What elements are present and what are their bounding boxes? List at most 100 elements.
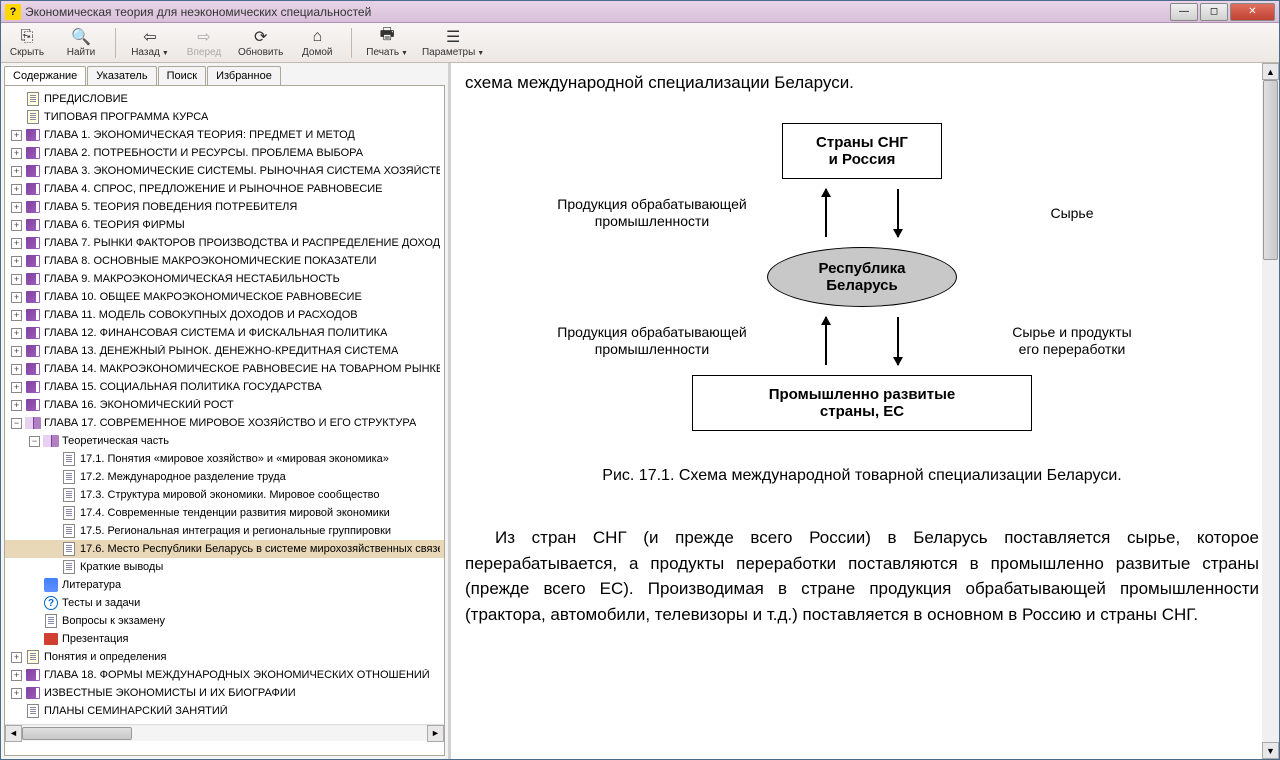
expand-icon[interactable]: +: [11, 364, 22, 375]
tree-item[interactable]: 17.5. Региональная интеграция и регионал…: [5, 522, 444, 540]
tree-item[interactable]: Литература: [5, 576, 444, 594]
tree-item-label: ГЛАВА 12. ФИНАНСОВАЯ СИСТЕМА И ФИСКАЛЬНА…: [44, 327, 387, 339]
contents-tree[interactable]: ПРЕДИСЛОВИЕТИПОВАЯ ПРОГРАММА КУРСА+ГЛАВА…: [5, 86, 444, 724]
tree-item[interactable]: +ГЛАВА 10. ОБЩЕЕ МАКРОЭКОНОМИЧЕСКОЕ РАВН…: [5, 288, 444, 306]
tree-item-label: 17.4. Современные тенденции развития мир…: [80, 507, 390, 519]
forward-label: Вперед: [187, 47, 221, 58]
expand-icon[interactable]: +: [11, 346, 22, 357]
expand-icon[interactable]: +: [11, 166, 22, 177]
expand-icon[interactable]: +: [11, 184, 22, 195]
page-icon: [61, 559, 77, 575]
tree-item[interactable]: +ГЛАВА 6. ТЕОРИЯ ФИРМЫ: [5, 216, 444, 234]
forward-button[interactable]: ⇨Вперед: [184, 28, 224, 58]
page-icon: [61, 451, 77, 467]
tree-item[interactable]: +ГЛАВА 8. ОСНОВНЫЕ МАКРОЭКОНОМИЧЕСКИЕ ПО…: [5, 252, 444, 270]
tree-item[interactable]: +ГЛАВА 16. ЭКОНОМИЧЕСКИЙ РОСТ: [5, 396, 444, 414]
expander-empty: [47, 544, 58, 555]
tree-item[interactable]: + ГЛАВА 13. ДЕНЕЖНЫЙ РЫНОК. ДЕНЕЖНО-КРЕДИ…: [5, 342, 444, 360]
tree-item[interactable]: 17.4. Современные тенденции развития мир…: [5, 504, 444, 522]
expand-icon[interactable]: +: [11, 274, 22, 285]
options-button[interactable]: ☰Параметры▼: [422, 28, 484, 58]
expand-icon[interactable]: +: [11, 148, 22, 159]
tree-item[interactable]: 17.1. Понятия «мировое хозяйство» и «мир…: [5, 450, 444, 468]
scroll-vthumb[interactable]: [1263, 80, 1278, 260]
arrow-up-icon: [825, 317, 827, 365]
scroll-thumb[interactable]: [22, 727, 132, 740]
tree-item[interactable]: ПРЕДИСЛОВИЕ: [5, 90, 444, 108]
tree-item[interactable]: +ГЛАВА 7. РЫНКИ ФАКТОРОВ ПРОИЗВОДСТВА И …: [5, 234, 444, 252]
tree-item[interactable]: + ГЛАВА 12. ФИНАНСОВАЯ СИСТЕМА И ФИСКАЛЬН…: [5, 324, 444, 342]
scroll-left-icon[interactable]: ◄: [5, 725, 22, 742]
book-closed-icon: [25, 181, 41, 197]
expand-icon[interactable]: +: [11, 130, 22, 141]
tree-item[interactable]: +Понятия и определения: [5, 648, 444, 666]
expand-icon[interactable]: +: [11, 310, 22, 321]
tree-item-label: ГЛАВА 13. ДЕНЕЖНЫЙ РЫНОК. ДЕНЕЖНО-КРЕДИТ…: [44, 345, 398, 357]
expand-icon[interactable]: +: [11, 652, 22, 663]
tab-search[interactable]: Поиск: [158, 66, 206, 85]
tree-item[interactable]: +ГЛАВА 1. ЭКОНОМИЧЕСКАЯ ТЕОРИЯ: ПРЕДМЕТ …: [5, 126, 444, 144]
expand-icon[interactable]: +: [11, 382, 22, 393]
scroll-down-icon[interactable]: ▼: [1262, 742, 1279, 759]
refresh-button[interactable]: ⟳Обновить: [238, 28, 283, 58]
tree-item-label: ИЗВЕСТНЫЕ ЭКОНОМИСТЫ И ИХ БИОГРАФИИ: [44, 687, 296, 699]
scroll-up-icon[interactable]: ▲: [1262, 63, 1279, 80]
tab-contents[interactable]: Содержание: [4, 66, 86, 85]
tree-item[interactable]: ПЛАНЫ СЕМИНАРСКИЙ ЗАНЯТИЙ: [5, 702, 444, 720]
home-button[interactable]: ⌂Домой: [297, 28, 337, 58]
tree-item[interactable]: Краткие выводы: [5, 558, 444, 576]
scroll-right-icon[interactable]: ►: [427, 725, 444, 742]
tree-item[interactable]: +ГЛАВА 18. ФОРМЫ МЕЖДУНАРОДНЫХ ЭКОНОМИЧЕ…: [5, 666, 444, 684]
tree-item[interactable]: +ГЛАВА 4. СПРОС, ПРЕДЛОЖЕНИЕ И РЫНОЧНОЕ …: [5, 180, 444, 198]
tree-item[interactable]: ТИПОВАЯ ПРОГРАММА КУРСА: [5, 108, 444, 126]
tree-item-label: 17.6. Место Республики Беларусь в систем…: [80, 543, 440, 555]
close-button[interactable]: ✕: [1230, 3, 1275, 21]
tab-index[interactable]: Указатель: [87, 66, 156, 85]
tree-item[interactable]: +ГЛАВА 14. МАКРОЭКОНОМИЧЕСКОЕ РАВНОВЕСИЕ…: [5, 360, 444, 378]
diagram-label-tl: Продукция обрабатывающейпромышленности: [542, 196, 762, 230]
tree-item[interactable]: +ГЛАВА 5. ТЕОРИЯ ПОВЕДЕНИЯ ПОТРЕБИТЕЛЯ: [5, 198, 444, 216]
tree-item[interactable]: 17.2. Международное разделение труда: [5, 468, 444, 486]
book-closed-icon: [25, 343, 41, 359]
print-button[interactable]: 🖶Печать▼: [366, 28, 408, 58]
expander-empty: [11, 94, 22, 105]
expand-icon[interactable]: +: [11, 220, 22, 231]
tree-item[interactable]: Вопросы к экзамену: [5, 612, 444, 630]
book-closed-icon: [25, 685, 41, 701]
expand-icon[interactable]: +: [11, 256, 22, 267]
back-button[interactable]: ⇦Назад▼: [130, 28, 170, 58]
maximize-button[interactable]: ◻: [1200, 3, 1228, 21]
tree-item[interactable]: +ГЛАВА 11. МОДЕЛЬ СОВОКУПНЫХ ДОХОДОВ И Р…: [5, 306, 444, 324]
vertical-scrollbar[interactable]: ▲ ▼: [1262, 63, 1279, 759]
tab-favorites[interactable]: Избранное: [207, 66, 281, 85]
expand-icon[interactable]: +: [11, 292, 22, 303]
tree-item[interactable]: Презентация: [5, 630, 444, 648]
tree-item-label: Литература: [62, 579, 121, 591]
collapse-icon[interactable]: −: [11, 418, 22, 429]
expand-icon[interactable]: +: [11, 202, 22, 213]
tree-item[interactable]: ?Тесты и задачи: [5, 594, 444, 612]
tree-item[interactable]: + ИЗВЕСТНЫЕ ЭКОНОМИСТЫ И ИХ БИОГРАФИИ: [5, 684, 444, 702]
tree-item[interactable]: −Теоретическая часть: [5, 432, 444, 450]
horizontal-scrollbar[interactable]: ◄ ►: [5, 724, 444, 741]
expand-icon[interactable]: +: [11, 328, 22, 339]
expand-icon[interactable]: +: [11, 238, 22, 249]
tree-item[interactable]: −ГЛАВА 17. СОВРЕМЕННОЕ МИРОВОЕ ХОЗЯЙСТВО…: [5, 414, 444, 432]
tree-item[interactable]: +ГЛАВА 2. ПОТРЕБНОСТИ И РЕСУРСЫ. ПРОБЛЕМ…: [5, 144, 444, 162]
expand-icon[interactable]: +: [11, 670, 22, 681]
hide-button[interactable]: ⎘Скрыть: [7, 28, 47, 58]
minimize-button[interactable]: —: [1170, 3, 1198, 21]
titlebar: ? Экономическая теория для неэкономическ…: [1, 1, 1279, 23]
tree-item[interactable]: +ГЛАВА 3. ЭКОНОМИЧЕСКИЕ СИСТЕМЫ. РЫНОЧНА…: [5, 162, 444, 180]
tree-item[interactable]: +ГЛАВА 9. МАКРОЭКОНОМИЧЕСКАЯ НЕСТАБИЛЬНО…: [5, 270, 444, 288]
expand-icon[interactable]: +: [11, 688, 22, 699]
tree-item[interactable]: 17.3. Структура мировой экономики. Миров…: [5, 486, 444, 504]
expand-icon[interactable]: +: [11, 400, 22, 411]
find-button[interactable]: 🔍Найти: [61, 28, 101, 58]
book-closed-icon: [25, 163, 41, 179]
tree-item[interactable]: 17.6. Место Республики Беларусь в систем…: [5, 540, 444, 558]
collapse-icon[interactable]: −: [29, 436, 40, 447]
tree-item[interactable]: +ГЛАВА 15. СОЦИАЛЬНАЯ ПОЛИТИКА ГОСУДАРСТ…: [5, 378, 444, 396]
page-icon: [25, 649, 41, 665]
content-paragraph: Из стран СНГ (и прежде всего России) в Б…: [465, 525, 1259, 627]
